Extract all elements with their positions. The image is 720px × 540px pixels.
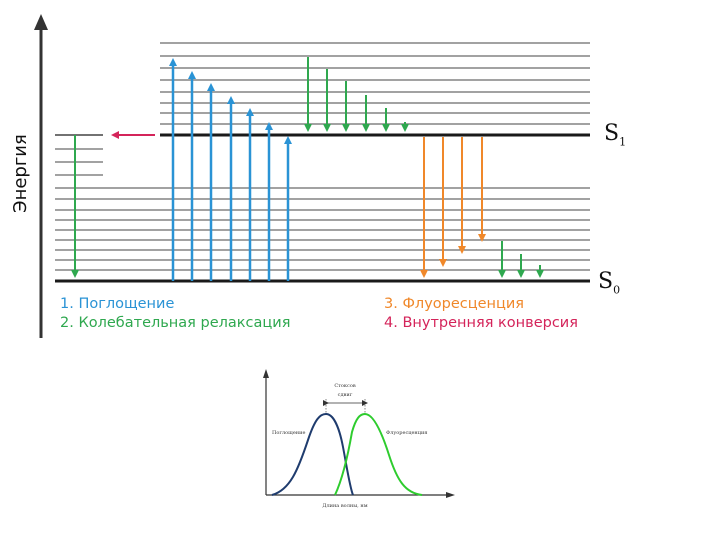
absorption-arrows: [169, 58, 292, 281]
s1-letter: S: [604, 121, 620, 146]
spectrum-chart: Стоксов сдвиг Поглощение Флуоресценция Д…: [263, 369, 455, 509]
legend-internal-conversion: 4. Внутренняя конверсия: [384, 315, 578, 331]
s0-index: 0: [613, 283, 621, 297]
fluorescence-curve: [334, 412, 423, 496]
legend-absorption: 1. Поглощение: [60, 296, 175, 312]
stokes-shift-label-2: сдвиг: [338, 392, 353, 398]
s0-letter: S: [598, 269, 614, 294]
s1-state-label: S1: [604, 121, 626, 148]
left-levels: [55, 134, 103, 176]
stokes-shift-label-1: Стоксов: [334, 383, 356, 389]
fluorescence-arrows: [420, 137, 486, 278]
energy-axis-label: Энергия: [10, 134, 31, 213]
legend-fluorescence: 3. Флуоресценция: [384, 296, 525, 312]
fluorescence-curve-label: Флуоресценция: [386, 430, 427, 436]
s1-vibrational-levels: [160, 42, 590, 125]
legend-vibrational-relaxation: 2. Колебательная релаксация: [60, 315, 291, 331]
absorption-curve-label: Поглощение: [272, 430, 305, 436]
energy-axis: [34, 14, 48, 338]
vibrational-relaxation-arrows-s0: [71, 135, 544, 278]
s0-vibrational-levels: [55, 187, 590, 271]
s1-index: 1: [619, 135, 627, 149]
wavelength-axis-label: Длина волны, нм: [322, 503, 367, 509]
s0-state-label: S0: [598, 269, 620, 296]
vibrational-relaxation-arrows-s1: [304, 57, 409, 132]
